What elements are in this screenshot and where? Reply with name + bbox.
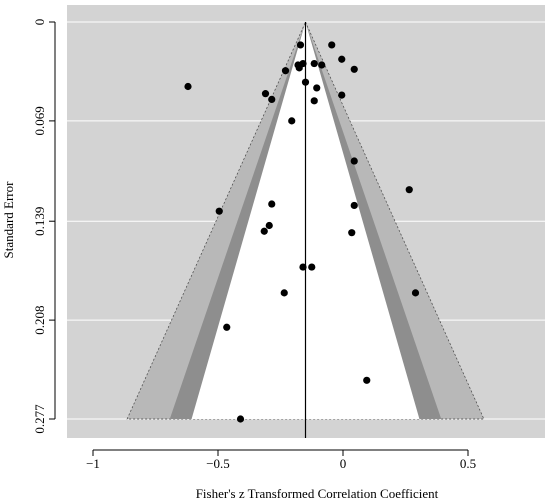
y-tick-label-1: 0.069 (32, 106, 47, 135)
study-point-24 (260, 227, 268, 235)
x-tick-label-1: −0.5 (206, 456, 230, 471)
study-point-16 (310, 97, 318, 105)
study-point-8 (350, 65, 358, 73)
study-point-27 (308, 263, 316, 271)
study-point-14 (338, 91, 346, 99)
x-tick-label-3: 0.5 (460, 456, 476, 471)
study-point-7 (318, 61, 326, 69)
study-point-6 (295, 64, 303, 72)
study-point-29 (411, 289, 420, 297)
study-point-32 (236, 415, 245, 423)
y-tick-label-3: 0.208 (32, 305, 47, 334)
study-point-9 (281, 67, 290, 75)
study-point-13 (261, 90, 270, 98)
study-point-17 (288, 117, 296, 125)
x-tick-label-2: 0 (340, 456, 347, 471)
study-point-4 (310, 59, 318, 68)
study-point-12 (313, 84, 321, 92)
x-axis-label: Fisher's z Transformed Correlation Coeff… (196, 486, 439, 501)
study-point-25 (348, 229, 356, 237)
study-point-10 (184, 82, 192, 91)
y-tick-label-2: 0.139 (32, 207, 47, 236)
study-point-18 (350, 157, 358, 165)
study-point-0 (296, 41, 305, 49)
study-point-19 (405, 186, 413, 194)
study-point-31 (363, 376, 371, 384)
study-point-21 (350, 201, 358, 210)
y-axis-label: Standard Error (1, 181, 16, 259)
study-point-2 (338, 55, 346, 63)
study-point-15 (268, 95, 276, 103)
study-point-26 (299, 263, 307, 271)
x-tick-label-0: −1 (86, 456, 100, 471)
study-point-30 (223, 323, 231, 331)
study-point-28 (280, 289, 288, 297)
y-tick-label-0: 0 (32, 19, 47, 26)
study-point-23 (265, 221, 273, 230)
study-point-20 (268, 200, 276, 208)
study-point-22 (215, 207, 223, 215)
y-tick-label-4: 0.277 (32, 404, 47, 434)
study-point-11 (301, 78, 310, 86)
study-point-1 (328, 41, 336, 49)
